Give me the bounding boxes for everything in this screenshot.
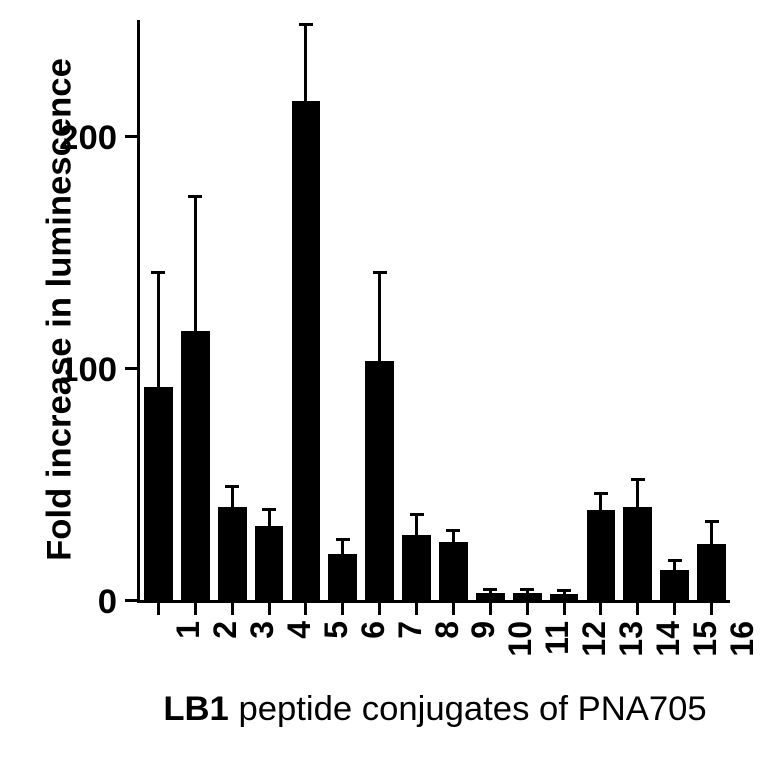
bar	[144, 387, 173, 600]
error-cap	[373, 271, 387, 274]
x-tick	[378, 603, 381, 615]
error-bar	[378, 273, 381, 361]
bar	[292, 101, 321, 600]
bar	[181, 331, 210, 600]
x-axis	[137, 600, 730, 603]
error-bar	[231, 486, 234, 507]
x-tick	[194, 603, 197, 615]
x-tick-label: 13	[613, 621, 650, 671]
x-tick	[710, 603, 713, 615]
bar	[328, 554, 357, 600]
bar	[623, 507, 652, 600]
x-tick-label: 12	[576, 621, 613, 671]
y-tick	[125, 367, 137, 370]
x-tick	[489, 603, 492, 615]
x-tick	[636, 603, 639, 615]
x-tick	[673, 603, 676, 615]
error-cap	[557, 589, 571, 592]
bar	[697, 544, 726, 600]
error-bar	[636, 479, 639, 507]
x-tick	[231, 603, 234, 615]
bar	[550, 594, 579, 600]
x-tick	[157, 603, 160, 615]
bar	[513, 593, 542, 600]
x-tick	[599, 603, 602, 615]
error-cap	[594, 492, 608, 495]
x-tick-label: 7	[392, 621, 429, 671]
x-tick	[526, 603, 529, 615]
y-tick	[125, 599, 137, 602]
error-cap	[299, 23, 313, 26]
y-axis-title: Fold increase in luminescence	[41, 30, 80, 590]
x-tick-label: 8	[429, 621, 466, 671]
bar	[218, 507, 247, 600]
x-tick-label: 15	[687, 621, 724, 671]
x-tick-label: 11	[539, 621, 576, 671]
x-tick-label: 3	[244, 621, 281, 671]
x-tick	[304, 603, 307, 615]
x-tick-label: 14	[650, 621, 687, 671]
x-axis-title: LB1 peptide conjugates of PNA705	[140, 690, 730, 729]
bar	[476, 593, 505, 600]
error-cap	[668, 559, 682, 562]
error-bar	[304, 25, 307, 102]
error-bar	[452, 530, 455, 542]
y-axis	[137, 20, 140, 603]
error-bar	[341, 540, 344, 554]
error-bar	[268, 510, 271, 526]
error-cap	[631, 478, 645, 481]
x-tick-label: 10	[502, 621, 539, 671]
bar-chart: 0100200Fold increase in luminescence1234…	[0, 0, 762, 757]
bar	[587, 510, 616, 600]
x-tick-label: 9	[465, 621, 502, 671]
bar	[255, 526, 284, 600]
x-tick	[563, 603, 566, 615]
error-cap	[336, 538, 350, 541]
error-cap	[262, 508, 276, 511]
error-bar	[710, 521, 713, 544]
error-cap	[520, 588, 534, 591]
x-tick-label: 5	[318, 621, 355, 671]
x-tick-label: 6	[355, 621, 392, 671]
bar	[402, 535, 431, 600]
x-tick-label: 2	[207, 621, 244, 671]
x-tick-label: 1	[170, 621, 207, 671]
error-cap	[151, 271, 165, 274]
bar	[439, 542, 468, 600]
error-cap	[483, 588, 497, 591]
y-tick	[125, 135, 137, 138]
x-tick	[341, 603, 344, 615]
x-tick-label: 16	[724, 621, 761, 671]
error-bar	[415, 514, 418, 535]
x-tick-label: 4	[281, 621, 318, 671]
bar	[660, 570, 689, 600]
error-cap	[410, 513, 424, 516]
error-cap	[705, 520, 719, 523]
error-bar	[599, 493, 602, 509]
error-bar	[157, 273, 160, 387]
bar	[365, 361, 394, 600]
error-cap	[446, 529, 460, 532]
error-cap	[225, 485, 239, 488]
x-tick	[268, 603, 271, 615]
error-cap	[188, 195, 202, 198]
x-tick	[452, 603, 455, 615]
x-tick	[415, 603, 418, 615]
error-bar	[194, 196, 197, 331]
